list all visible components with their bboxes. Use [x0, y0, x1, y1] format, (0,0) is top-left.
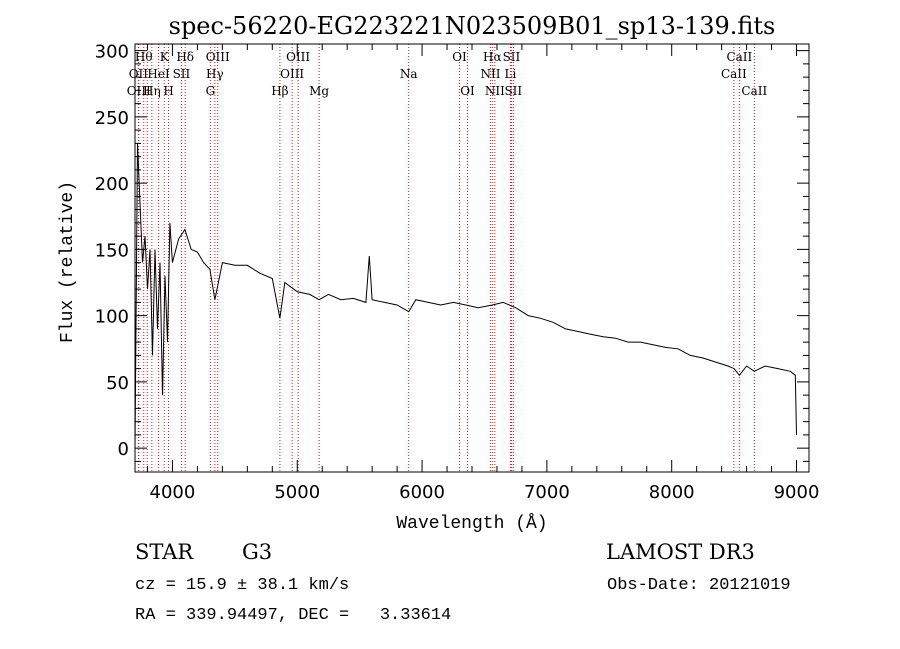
line-marker-label: OI	[452, 50, 467, 64]
spectrum-line	[134, 143, 797, 449]
line-marker-label: Na	[400, 67, 418, 81]
line-marker-label: G	[206, 84, 216, 98]
line-marker-label: HeI	[147, 67, 170, 81]
line-marker-label: Mg	[309, 84, 329, 98]
y-tick-label: 150	[95, 240, 129, 261]
line-marker-label: SII	[503, 50, 521, 64]
line-marker-label: OIII	[286, 50, 310, 64]
x-tick-label: 8000	[649, 482, 695, 503]
line-marker-label: Hθ	[135, 50, 153, 64]
line-markers: OIIOIIIHθHηHeIKHSIIHδGHγOIIIHβOIIIOIIIMg…	[127, 44, 767, 472]
y-tick-label: 250	[95, 108, 129, 129]
line-marker-label: Hδ	[176, 50, 194, 64]
y-tick-label: 200	[95, 174, 129, 195]
x-tick-label: 7000	[524, 482, 570, 503]
line-marker-label: Li	[505, 67, 517, 81]
line-marker-label: Hγ	[206, 67, 224, 81]
y-tick-label: 0	[118, 439, 129, 460]
line-marker-label: Hβ	[271, 84, 288, 98]
redshift-velocity: cz = 15.9 ± 38.1 km/s	[135, 576, 349, 595]
line-marker-label: CaII	[726, 50, 752, 64]
line-marker-label: OIII	[206, 50, 230, 64]
line-marker-label: NII	[485, 84, 505, 98]
line-marker-label: H	[163, 84, 173, 98]
line-marker-label: Hη	[143, 84, 161, 98]
object-class: STAR	[135, 540, 194, 564]
x-tick-label: 5000	[274, 482, 320, 503]
axis-ticks: 4000 5000 6000 7000 8000 9000 0 50 100 150 200 250 3…	[95, 42, 820, 503]
chart-title: spec-56220-EG223221N023509B01_sp13-139.f…	[169, 12, 776, 40]
line-marker-label: CaII	[721, 67, 747, 81]
x-tick-label: 4000	[150, 482, 196, 503]
coordinates: RA = 339.94497, DEC = 3.33614	[135, 606, 451, 625]
x-axis-label: Wavelength (Å)	[396, 513, 547, 534]
line-marker-label: NII	[480, 67, 500, 81]
line-marker-label: OIII	[127, 84, 151, 98]
x-tick-label: 9000	[774, 482, 820, 503]
line-marker-label: OIII	[280, 67, 304, 81]
line-marker-label: Hα	[483, 50, 502, 64]
x-tick-label: 6000	[399, 482, 445, 503]
line-marker-label: SII	[504, 84, 522, 98]
y-tick-label: 50	[106, 373, 129, 394]
line-marker-label: K	[160, 50, 170, 64]
survey-name: LAMOST DR3	[606, 540, 755, 564]
y-tick-label: 300	[95, 42, 129, 63]
line-marker-label: CaII	[741, 84, 767, 98]
y-tick-label: 100	[95, 307, 129, 328]
plot-frame	[134, 43, 810, 473]
line-marker-label: SII	[173, 67, 191, 81]
observation-date: Obs-Date: 20121019	[607, 576, 791, 595]
line-marker-label: OI	[460, 84, 475, 98]
object-subclass: G3	[242, 540, 272, 564]
y-axis-label: Flux (relative)	[58, 181, 78, 343]
